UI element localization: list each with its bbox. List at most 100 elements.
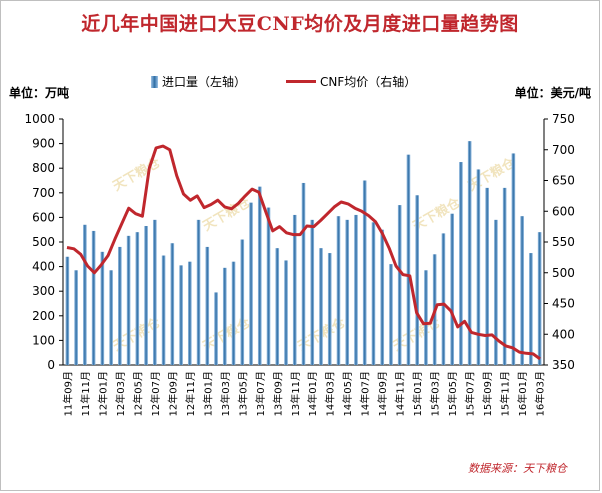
import-volume-bar bbox=[292, 214, 297, 365]
import-volume-bar bbox=[485, 187, 489, 365]
right-tick-label: 500 bbox=[552, 266, 575, 280]
left-tick-label: 600 bbox=[32, 210, 55, 224]
import-volume-bar bbox=[118, 246, 122, 365]
x-tick-label: 12年07月 bbox=[149, 371, 162, 416]
x-tick-label: 16年01月 bbox=[516, 371, 529, 416]
import-volume-bar bbox=[187, 261, 192, 365]
import-volume-bar bbox=[327, 253, 332, 365]
right-tick-label: 400 bbox=[552, 327, 575, 341]
import-volume-bar bbox=[459, 162, 463, 365]
import-volume-bar bbox=[441, 233, 446, 365]
x-tick-label: 14年03月 bbox=[324, 371, 337, 416]
import-volume-bar bbox=[266, 207, 271, 365]
x-tick-label: 14年05月 bbox=[341, 371, 354, 416]
import-volume-bar bbox=[205, 246, 210, 365]
import-volume-bar bbox=[179, 265, 183, 365]
import-volume-bar bbox=[380, 229, 385, 365]
right-tick-label: 350 bbox=[552, 358, 575, 372]
import-volume-bar bbox=[65, 256, 70, 365]
import-volume-bar bbox=[397, 205, 402, 365]
import-volume-bar bbox=[74, 270, 78, 365]
import-volume-bar bbox=[135, 232, 140, 365]
right-tick-label: 450 bbox=[552, 297, 575, 311]
left-tick-label: 200 bbox=[32, 309, 55, 323]
left-tick-label: 500 bbox=[32, 235, 55, 249]
right-tick-label: 700 bbox=[552, 143, 575, 157]
x-tick-label: 13年05月 bbox=[236, 371, 249, 416]
right-tick-label: 550 bbox=[552, 235, 575, 249]
x-tick-label: 12年03月 bbox=[114, 371, 127, 416]
legend-line-swatch bbox=[286, 80, 317, 83]
source-note: 数据来源：天下粮仓 bbox=[468, 462, 567, 475]
import-volume-bar bbox=[100, 251, 105, 365]
x-tick-label: 14年01月 bbox=[306, 371, 319, 416]
import-volume-bar bbox=[415, 195, 420, 365]
import-volume-bar bbox=[450, 213, 455, 365]
right-tick-label: 600 bbox=[552, 204, 575, 218]
import-volume-bar bbox=[371, 222, 376, 365]
import-volume-bar bbox=[196, 219, 201, 365]
x-tick-label: 16年03月 bbox=[534, 371, 547, 416]
x-tick-label: 14年09月 bbox=[376, 371, 389, 416]
x-tick-label: 15年01月 bbox=[411, 371, 424, 416]
legend: 进口量（左轴） CNF均价（右轴） bbox=[151, 73, 416, 90]
import-volume-bar bbox=[529, 253, 533, 365]
x-tick-label: 15年05月 bbox=[446, 371, 459, 416]
right-tick-label: 650 bbox=[552, 174, 575, 188]
import-volume-bar bbox=[345, 219, 350, 365]
left-tick-label: 700 bbox=[32, 186, 55, 200]
import-volume-bar bbox=[231, 261, 236, 365]
x-tick-label: 13年09月 bbox=[271, 371, 284, 416]
left-tick-label: 900 bbox=[32, 137, 55, 151]
x-tick-label: 15年03月 bbox=[429, 371, 442, 416]
x-tick-label: 13年11月 bbox=[289, 371, 302, 416]
cnf-price-line bbox=[66, 144, 541, 361]
left-tick-label: 300 bbox=[32, 284, 55, 298]
import-volume-bar bbox=[511, 153, 516, 365]
import-volume-bar bbox=[83, 224, 87, 365]
import-volume-bar bbox=[520, 216, 524, 365]
import-volume-bar bbox=[406, 154, 411, 365]
chart-title: 近几年中国进口大豆CNF均价及月度进口量趋势图 bbox=[81, 13, 519, 35]
import-volume-bar bbox=[389, 264, 393, 365]
left-axis-unit: 单位：万吨 bbox=[9, 86, 70, 100]
watermark-text: 天下粮仓 bbox=[200, 194, 254, 234]
legend-bar-swatch bbox=[151, 75, 158, 88]
right-axis-unit: 单位：美元/吨 bbox=[514, 86, 591, 100]
x-tick-label: 13年01月 bbox=[201, 371, 214, 416]
left-tick-label: 100 bbox=[32, 333, 55, 347]
x-tick-label: 15年07月 bbox=[464, 371, 477, 416]
legend-bar-label: 进口量（左轴） bbox=[162, 75, 247, 89]
import-volume-bar bbox=[109, 270, 113, 365]
x-tick-label: 13年03月 bbox=[219, 371, 232, 416]
x-tick-label: 14年11月 bbox=[394, 371, 407, 416]
import-volume-bar bbox=[249, 202, 253, 365]
x-tick-label: 15年11月 bbox=[499, 371, 512, 416]
import-volume-bar bbox=[275, 248, 280, 365]
import-volume-bar bbox=[494, 219, 498, 365]
right-tick-label: 750 bbox=[552, 112, 575, 126]
import-volume-bar bbox=[336, 216, 341, 365]
import-volume-bar bbox=[240, 239, 245, 365]
left-tick-label: 0 bbox=[47, 358, 55, 372]
import-volume-bar bbox=[222, 267, 227, 365]
import-volume-bar bbox=[170, 243, 175, 365]
x-tick-label: 12年01月 bbox=[96, 371, 109, 416]
left-tick-label: 1000 bbox=[24, 112, 55, 126]
import-volume-bar bbox=[161, 255, 166, 365]
left-tick-label: 800 bbox=[32, 161, 55, 175]
left-tick-label: 400 bbox=[32, 260, 55, 274]
x-tick-label: 12年05月 bbox=[131, 371, 144, 416]
import-volume-bar bbox=[257, 186, 262, 365]
import-volume-bar bbox=[126, 235, 131, 365]
watermark-text: 天下粮仓 bbox=[110, 154, 164, 194]
import-volume-bar bbox=[152, 219, 157, 365]
import-volume-bar bbox=[301, 182, 306, 365]
x-tick-label: 11年09月 bbox=[61, 371, 74, 416]
import-volume-bar bbox=[214, 292, 218, 365]
import-volume-bar bbox=[476, 169, 481, 365]
import-volume-bar bbox=[362, 180, 367, 365]
import-volume-bar bbox=[467, 141, 472, 365]
import-volume-bar bbox=[310, 219, 315, 365]
